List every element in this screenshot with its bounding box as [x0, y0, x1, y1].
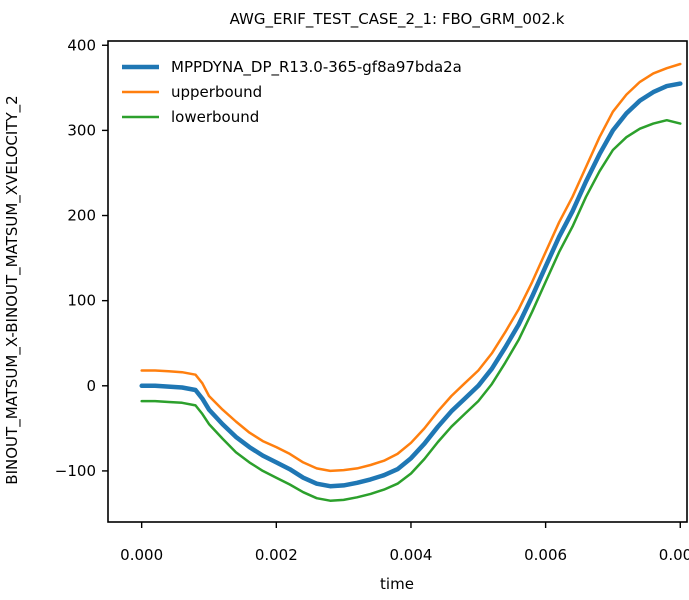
y-tick-label: 0	[86, 377, 96, 395]
series-line-2	[140, 118, 682, 502]
y-tick-label: 300	[67, 121, 96, 139]
series-line-0	[139, 81, 683, 489]
x-tick-label: 0.006	[524, 546, 567, 564]
series-lines	[139, 62, 683, 502]
x-axis-label: time	[380, 575, 414, 593]
axis-ticks: 0.000 0.002 0.004 0.006 0.008 −100 0 100 200 300 4…	[55, 36, 689, 564]
y-tick-label: 400	[67, 36, 96, 54]
legend-label: lowerbound	[171, 108, 259, 126]
y-tick-label: 200	[67, 207, 96, 225]
x-tick-label: 0.000	[120, 546, 163, 564]
y-axis-label: BINOUT_MATSUM_X-BINOUT_MATSUM_XVELOCITY_…	[3, 95, 22, 484]
legend-label: MPPDYNA_DP_R13.0-365-gf8a97bda2a	[171, 58, 462, 77]
legend: MPPDYNA_DP_R13.0-365-gf8a97bda2a upperbou…	[122, 58, 462, 126]
x-tick-label: 0.002	[255, 546, 298, 564]
y-tick-label: 100	[67, 292, 96, 310]
y-tick-label: −100	[55, 462, 96, 480]
legend-label: upperbound	[171, 83, 262, 101]
x-tick-label: 0.004	[389, 546, 432, 564]
series-line-1	[140, 62, 682, 473]
x-tick-label: 0.008	[659, 546, 689, 564]
chart-title: AWG_ERIF_TEST_CASE_2_1: FBO_GRM_002.k	[230, 10, 565, 29]
plot-frame	[107, 40, 688, 523]
